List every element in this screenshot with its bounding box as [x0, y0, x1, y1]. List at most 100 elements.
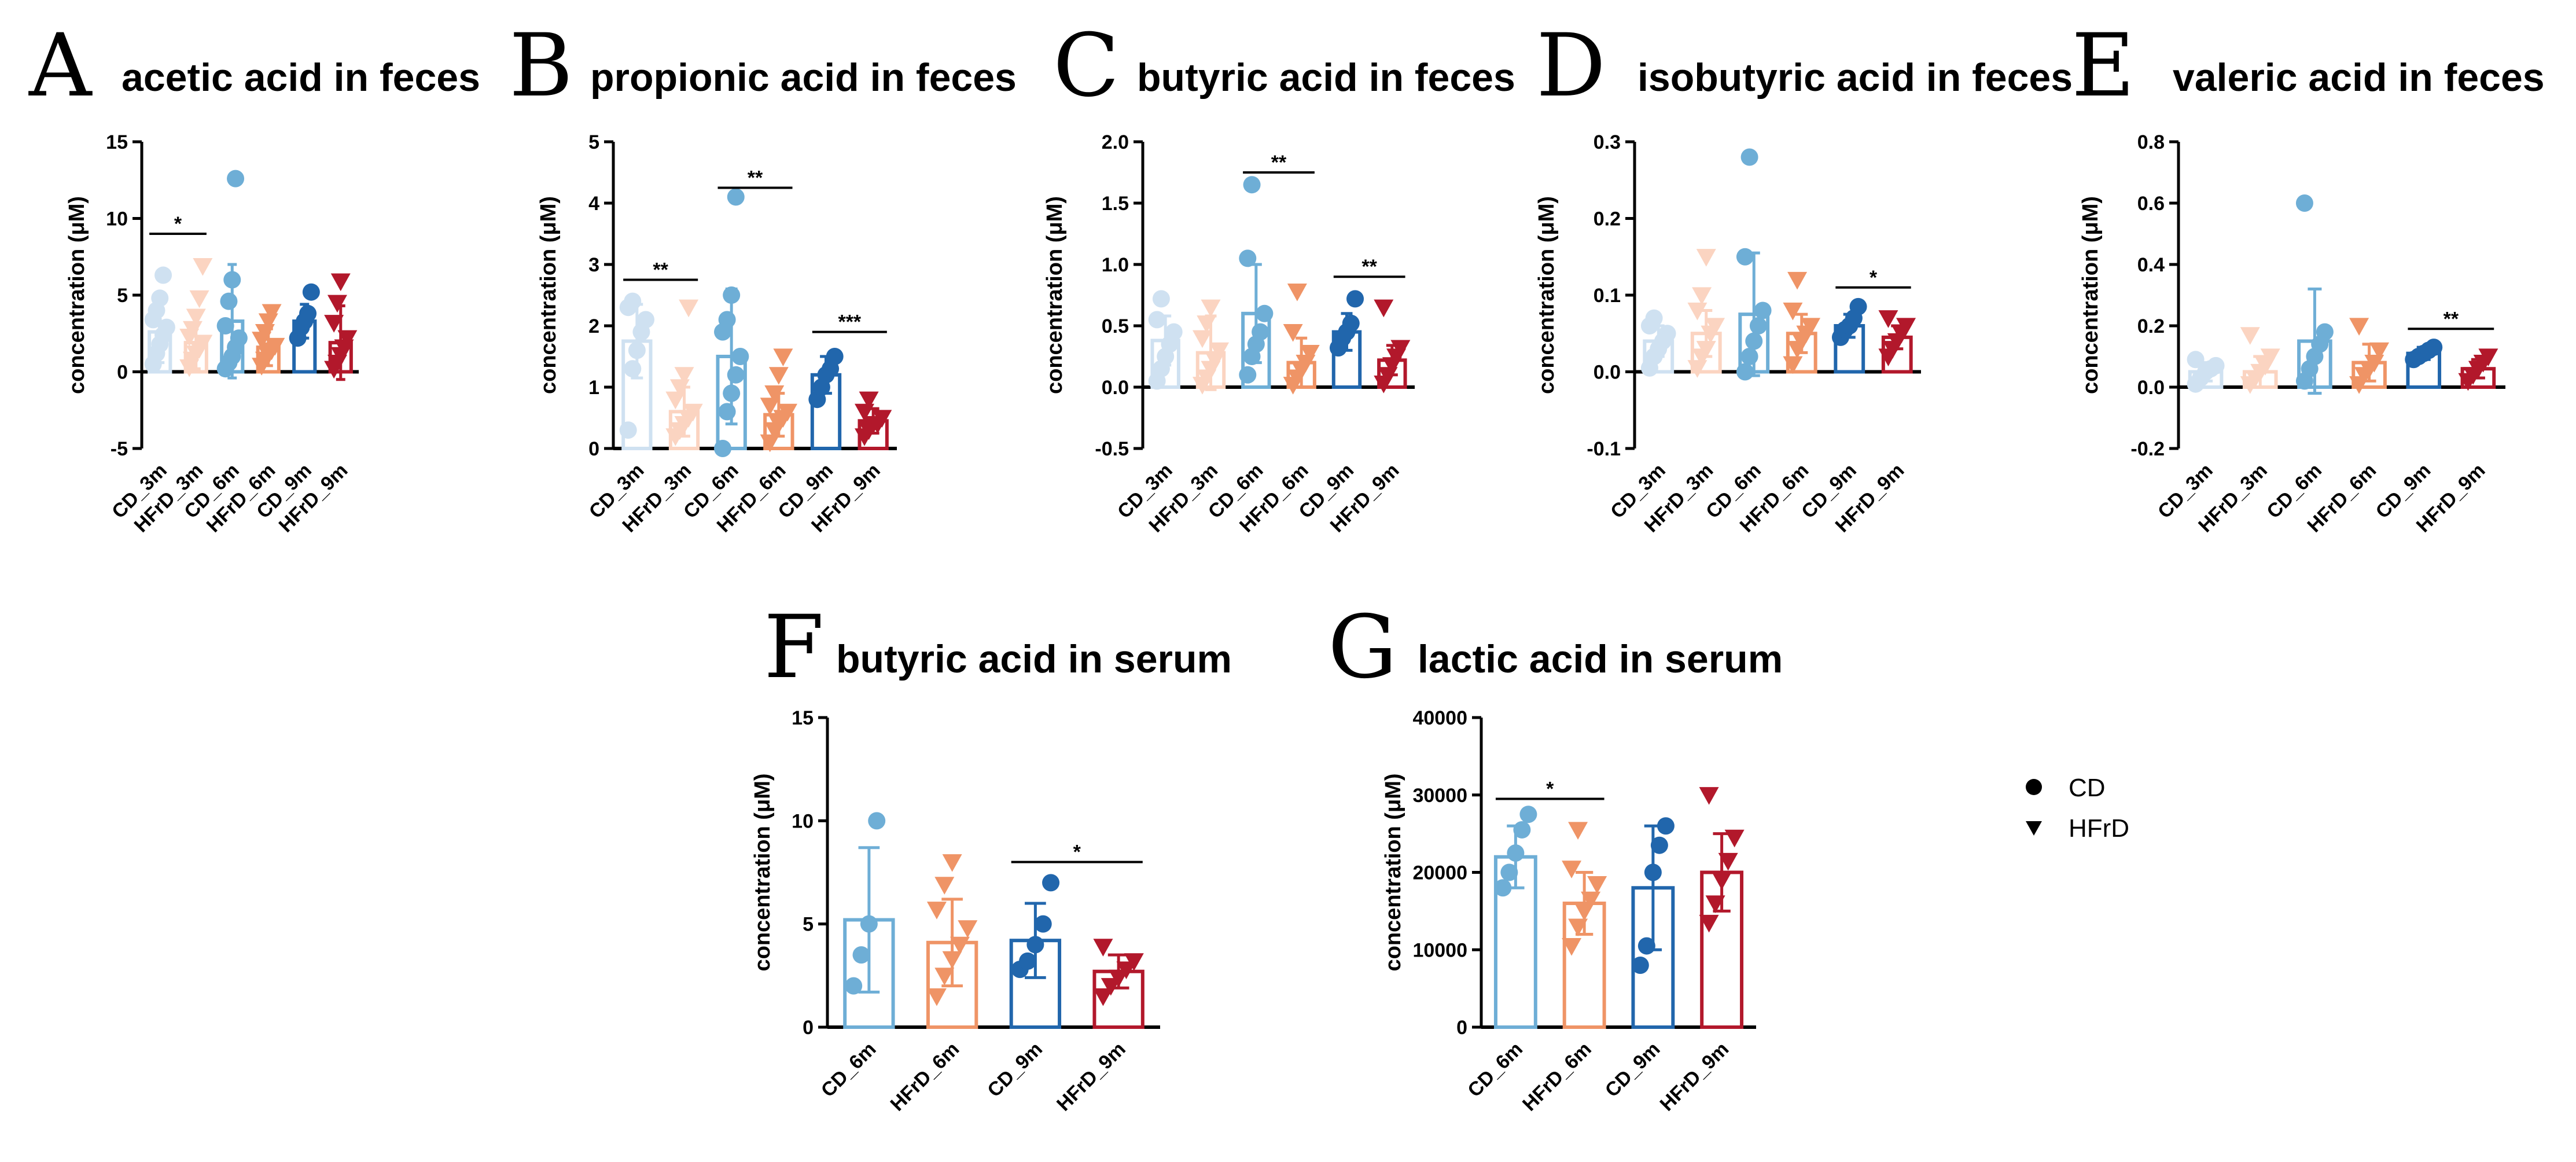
y-tick-label: 5	[588, 131, 599, 153]
data-point-CD_3m	[624, 292, 642, 310]
data-point-HFrD_3m	[2260, 348, 2280, 366]
panel-letter: C	[1053, 16, 1120, 116]
significance-label: ***	[838, 311, 861, 333]
y-tick-label: 0.2	[2137, 315, 2165, 337]
data-point-CD_6m	[1519, 806, 1537, 823]
y-tick-label: 30000	[1412, 785, 1467, 807]
data-point-HFrD_9m	[1093, 988, 1113, 1006]
y-axis-label: concentration (μM)	[1381, 773, 1405, 971]
y-tick-label: 5	[117, 285, 128, 307]
data-point-HFrD_6m	[773, 348, 793, 366]
data-point-CD_3m	[1152, 290, 1170, 308]
data-point-CD_6m	[1239, 249, 1257, 267]
data-point-HFrD_3m	[1687, 360, 1707, 378]
data-point-HFrD_3m	[193, 334, 213, 353]
y-tick-label: 40000	[1412, 707, 1467, 729]
data-point-CD_3m	[636, 311, 654, 329]
data-point-HFrD_3m	[683, 403, 703, 422]
y-tick-label: 20000	[1412, 862, 1467, 884]
data-point-CD_6m	[731, 348, 749, 365]
data-point-CD_6m	[1494, 879, 1512, 897]
data-point-CD_6m	[1239, 366, 1257, 384]
data-point-HFrD_6m	[1783, 302, 1803, 321]
data-point-HFrD_9m	[327, 295, 347, 313]
data-point-CD_9m	[826, 348, 844, 365]
y-tick-label: -0.1	[1587, 438, 1621, 460]
significance-label: *	[174, 213, 182, 235]
data-point-HFrD_3m	[665, 391, 686, 410]
data-point-CD_6m	[718, 311, 736, 329]
data-point-HFrD_6m	[926, 902, 947, 920]
data-point-HFrD_9m	[859, 391, 879, 410]
y-tick-label: 2.0	[1102, 131, 1129, 153]
data-point-CD_9m	[302, 283, 320, 301]
data-point-CD_6m	[727, 366, 745, 384]
x-tick-label: HFrD_6m	[886, 1038, 964, 1116]
data-point-CD_9m	[1644, 863, 1662, 881]
data-point-CD_9m	[1849, 297, 1867, 315]
data-point-HFrD_3m	[182, 321, 203, 339]
data-point-HFrD_9m	[872, 410, 892, 428]
legend-label: HFrD	[2069, 814, 2129, 843]
data-point-CD_3m	[1658, 325, 1676, 343]
data-point-CD_6m	[2316, 323, 2334, 341]
legend-label: CD	[2069, 774, 2106, 802]
y-tick-label: 0.0	[1594, 362, 1621, 384]
data-point-HFrD_6m	[1562, 937, 1582, 956]
significance-label: *	[1546, 778, 1554, 800]
data-point-HFrD_9m	[1699, 787, 1719, 805]
y-tick-label: 1.0	[1102, 254, 1129, 276]
data-point-CD_6m	[227, 170, 245, 187]
data-point-HFrD_3m	[1192, 330, 1212, 348]
significance-label: *	[1870, 267, 1878, 289]
data-point-CD_6m	[1754, 301, 1772, 319]
data-point-HFrD_6m	[764, 385, 785, 403]
data-point-HFrD_6m	[777, 403, 797, 422]
data-point-HFrD_6m	[934, 877, 955, 895]
data-point-HFrD_9m	[2478, 348, 2498, 366]
data-point-CD_3m	[1645, 309, 1663, 327]
data-point-HFrD_3m	[679, 299, 699, 318]
data-point-HFrD_6m	[1787, 271, 1808, 290]
data-point-CD_3m	[619, 421, 637, 439]
panel-title: butyric acid in serum	[836, 637, 1232, 681]
data-point-CD_9m	[1346, 290, 1364, 308]
data-point-HFrD_9m	[1093, 939, 1113, 957]
data-point-HFrD_9m	[1896, 318, 1916, 336]
data-point-HFrD_9m	[1374, 299, 1394, 318]
data-point-CD_6m	[723, 384, 741, 402]
y-tick-label: 1	[588, 377, 599, 399]
x-tick-label: CD_9m	[1601, 1038, 1665, 1102]
x-tick-label: CD_9m	[983, 1038, 1047, 1102]
x-tick-label: HFrD_6m	[1518, 1038, 1596, 1116]
data-point-HFrD_6m	[1287, 284, 1307, 301]
data-point-HFrD_6m	[1562, 861, 1582, 878]
data-point-CD_3m	[151, 289, 169, 307]
data-point-HFrD_9m	[330, 273, 351, 292]
significance-label: **	[1271, 152, 1287, 174]
data-point-HFrD_6m	[950, 936, 970, 955]
data-point-CD_9m	[1034, 915, 1052, 933]
data-point-HFrD_6m	[1568, 918, 1588, 937]
data-point-CD_3m	[624, 360, 642, 378]
y-axis-label: concentration (μM)	[1043, 196, 1067, 394]
data-point-CD_6m	[718, 403, 736, 421]
data-point-HFrD_3m	[1696, 249, 1716, 267]
data-point-HFrD_3m	[674, 367, 694, 385]
data-point-CD_6m	[1736, 248, 1754, 266]
y-tick-label: 4	[588, 193, 599, 215]
data-point-HFrD_9m	[1116, 961, 1136, 980]
data-point-HFrD_3m	[2240, 327, 2260, 345]
y-axis-label: concentration (μM)	[750, 773, 775, 971]
data-point-HFrD_6m	[265, 337, 285, 356]
data-point-HFrD_9m	[1101, 978, 1121, 996]
data-point-HFrD_6m	[1568, 822, 1588, 840]
x-tick-label: HFrD_9m	[1656, 1038, 1734, 1116]
data-point-HFrD_6m	[1300, 345, 1320, 363]
data-point-CD_6m	[2295, 194, 2313, 212]
data-point-CD_6m	[868, 812, 886, 830]
data-point-HFrD_9m	[1124, 953, 1144, 971]
